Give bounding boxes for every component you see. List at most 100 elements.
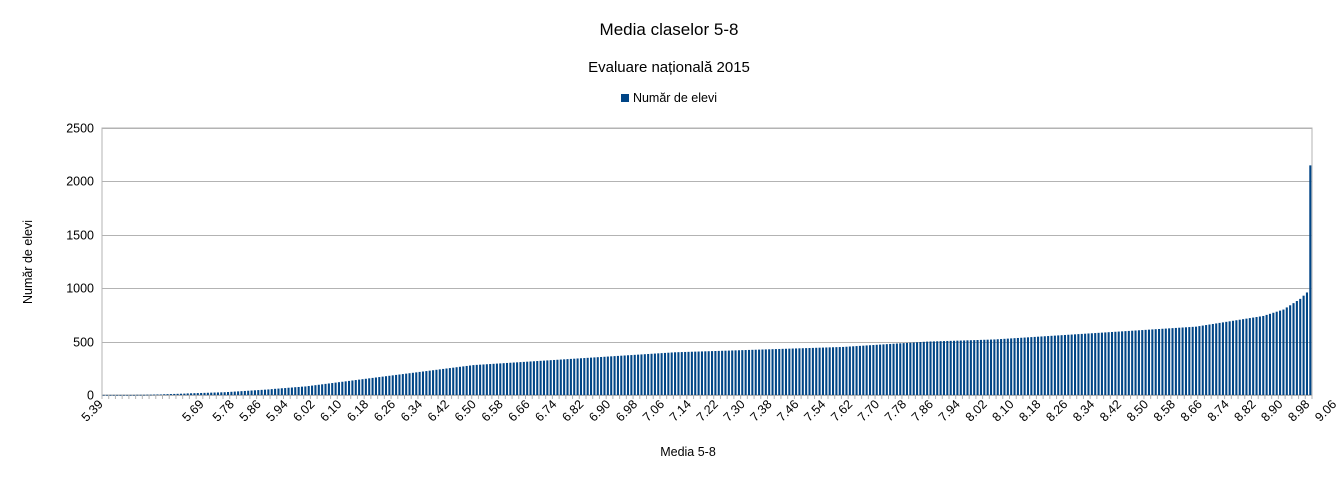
bar xyxy=(606,356,609,395)
bar xyxy=(122,394,125,396)
bar xyxy=(193,393,196,395)
bar xyxy=(1087,333,1090,395)
bar xyxy=(1033,336,1036,395)
bar xyxy=(798,348,801,395)
bar xyxy=(1131,330,1134,395)
bar xyxy=(159,394,162,396)
bar xyxy=(690,351,693,395)
bar xyxy=(1090,333,1093,395)
bar xyxy=(176,393,179,395)
bar xyxy=(341,381,344,395)
bar xyxy=(1275,311,1278,395)
bar xyxy=(206,392,209,395)
bar xyxy=(186,393,189,395)
bar xyxy=(1070,334,1073,395)
bar xyxy=(1110,331,1114,395)
bar xyxy=(613,356,616,395)
bar xyxy=(401,374,404,395)
chart-subtitle: Evaluare națională 2015 xyxy=(588,59,750,76)
bar xyxy=(680,352,683,395)
bar xyxy=(684,351,687,395)
bar xyxy=(1117,331,1120,395)
bar xyxy=(344,381,347,395)
bar xyxy=(563,359,566,395)
bar xyxy=(421,371,425,395)
bar xyxy=(314,385,317,395)
bar xyxy=(1158,329,1161,395)
bar xyxy=(361,379,364,395)
bar xyxy=(1097,332,1100,395)
bar xyxy=(109,394,112,396)
bar xyxy=(146,394,149,396)
x-tick-label: 7.22 xyxy=(694,397,721,424)
bar xyxy=(526,361,529,395)
bar xyxy=(939,341,942,395)
bar xyxy=(573,358,576,395)
x-tick-label: 5.94 xyxy=(264,397,291,424)
bar xyxy=(348,380,351,395)
bar xyxy=(435,369,438,395)
bar xyxy=(583,358,586,395)
y-tick-label: 500 xyxy=(73,336,94,350)
bar xyxy=(1053,335,1056,395)
bar xyxy=(620,355,623,395)
bar xyxy=(502,363,505,395)
bar xyxy=(956,340,959,395)
bar xyxy=(731,350,734,395)
bar xyxy=(354,380,357,395)
y-tick-label: 2500 xyxy=(66,122,94,136)
bar xyxy=(1238,319,1241,395)
y-tick-label: 1500 xyxy=(66,229,94,243)
bar xyxy=(963,340,966,395)
bar xyxy=(1305,292,1308,395)
bar xyxy=(307,386,310,395)
bar xyxy=(818,347,821,395)
bar xyxy=(647,353,650,395)
bar xyxy=(778,348,781,395)
plot-frame xyxy=(101,127,1313,396)
x-tick-label: 7.30 xyxy=(721,397,748,424)
bar xyxy=(223,392,226,395)
bar xyxy=(253,390,256,395)
bar xyxy=(912,342,915,395)
bar xyxy=(1107,332,1110,395)
bar xyxy=(1057,335,1060,395)
bar xyxy=(512,362,515,395)
bar xyxy=(425,371,428,395)
bar xyxy=(909,342,912,395)
bar xyxy=(717,350,720,395)
x-tick-label: 5.69 xyxy=(180,397,207,424)
bar xyxy=(865,345,868,395)
bar xyxy=(505,362,509,395)
legend: Număr de elevi xyxy=(0,91,1338,105)
bar xyxy=(697,351,700,395)
y-tick-label: 2000 xyxy=(66,175,94,189)
bar xyxy=(724,350,727,395)
legend-swatch xyxy=(620,94,629,102)
x-tick-label: 8.66 xyxy=(1178,397,1205,424)
bar xyxy=(196,393,199,395)
bar xyxy=(1104,332,1107,395)
bar xyxy=(374,377,377,395)
x-tick-label: 8.90 xyxy=(1258,397,1285,424)
x-tick-label: 8.74 xyxy=(1205,397,1232,424)
bar xyxy=(590,357,593,395)
bar xyxy=(1016,337,1019,395)
bar xyxy=(267,389,270,395)
bar xyxy=(166,394,169,395)
bar xyxy=(852,346,855,395)
bar xyxy=(1040,336,1043,395)
bar xyxy=(1292,303,1295,395)
x-tick-label: 7.54 xyxy=(801,397,828,424)
bar xyxy=(213,392,216,395)
bar xyxy=(650,353,653,395)
bar xyxy=(892,343,895,395)
bar xyxy=(553,359,556,395)
bar xyxy=(751,349,754,395)
bar xyxy=(1242,319,1245,395)
bar xyxy=(1026,337,1030,395)
bar xyxy=(479,364,482,395)
x-tick-label: 6.98 xyxy=(613,397,640,424)
bar xyxy=(102,394,105,396)
x-tick-label: 6.18 xyxy=(344,397,371,424)
